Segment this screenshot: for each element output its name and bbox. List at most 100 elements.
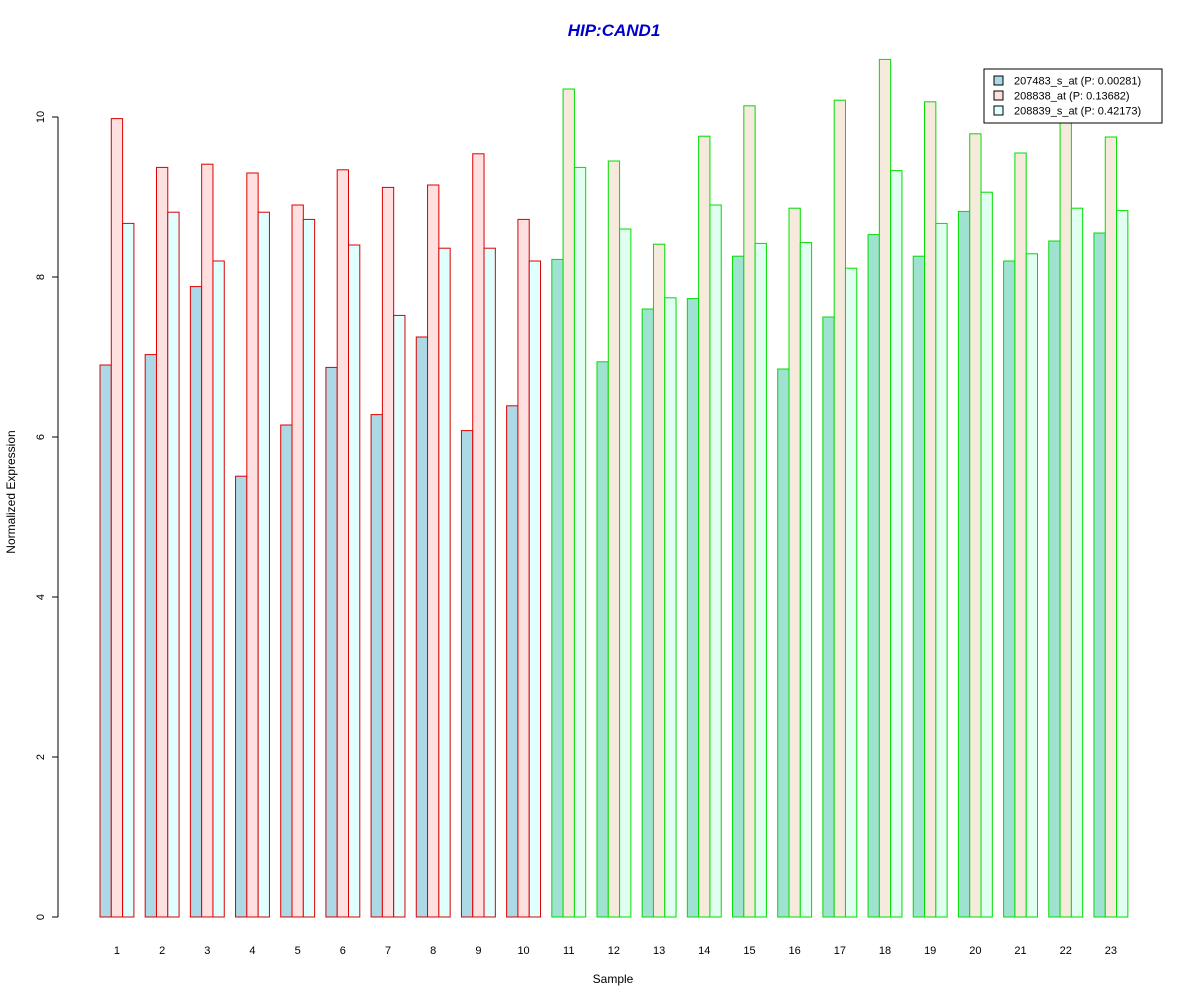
bar-sample-16-series-2 [788,207,801,918]
bar-sample-1-series-2 [110,118,124,918]
bar-sample-7-series-3 [393,314,406,918]
bar-sample-4-series-2 [246,172,259,918]
bar-sample-7-series-1 [370,414,383,918]
legend-swatch [993,90,1004,101]
bar-sample-20-series-3 [980,191,993,918]
x-tick-label: 19 [924,945,936,957]
bar-sample-17-series-3 [844,267,858,918]
bar-sample-20-series-1 [957,210,971,918]
legend-swatch [993,105,1004,116]
bar-sample-6-series-1 [325,366,338,918]
x-tick-label: 9 [475,945,481,957]
bar-sample-6-series-2 [336,169,350,918]
x-axis-label: Sample [593,972,634,986]
bar-sample-22-series-3 [1070,207,1084,918]
y-tick-label: 0 [35,914,47,920]
x-tick-label: 17 [834,945,846,957]
x-tick-label: 12 [608,945,620,957]
bar-sample-7-series-2 [381,186,395,918]
bar-sample-22-series-1 [1048,240,1061,918]
bar-sample-22-series-2 [1059,116,1072,918]
legend-entry: 207483_s_at (P: 0.00281) [1014,76,1141,88]
bar-sample-10-series-3 [528,260,542,918]
x-tick-label: 6 [340,945,346,957]
bar-sample-16-series-1 [777,368,790,918]
bar-sample-13-series-3 [664,297,677,918]
bars-group [99,58,1129,918]
bar-sample-23-series-1 [1093,232,1106,918]
bar-sample-9-series-1 [460,430,474,918]
bar-sample-5-series-1 [280,424,293,918]
x-tick-label: 10 [517,945,529,957]
bar-sample-21-series-2 [1014,152,1027,918]
bar-sample-17-series-2 [833,99,846,918]
bar-sample-12-series-2 [607,160,621,918]
bar-sample-13-series-2 [652,243,666,918]
bar-sample-8-series-3 [438,247,451,918]
bar-sample-9-series-3 [483,247,496,918]
y-tick-label: 6 [35,434,47,440]
legend-entry: 208839_s_at (P: 0.42173) [1014,106,1141,118]
bar-sample-23-series-3 [1116,210,1129,918]
bar-sample-21-series-1 [1003,260,1016,918]
x-tick-label: 14 [698,945,710,957]
bar-sample-20-series-2 [969,133,982,918]
x-tick-label: 8 [430,945,436,957]
bar-sample-19-series-2 [924,101,937,918]
bar-sample-12-series-1 [596,361,609,918]
y-tick-label: 2 [35,754,47,760]
bar-sample-15-series-1 [732,255,745,918]
x-tick-label: 7 [385,945,391,957]
x-tick-labels: 1 2 3 4 5 6 7 8 9 10 11 12 13 14 15 16 17 18 19 20 21 22 23 [114,945,1117,957]
bar-sample-14-series-1 [686,298,700,918]
bar-sample-6-series-3 [348,244,361,918]
x-tick-label: 22 [1060,945,1072,957]
bar-sample-8-series-2 [427,184,440,918]
bar-sample-8-series-1 [415,336,429,918]
legend-box [983,68,1163,124]
bar-sample-15-series-3 [754,242,767,918]
y-axis: 0 2 4 6 8 10 [35,111,59,920]
bar-sample-5-series-2 [291,204,304,918]
bar-sample-11-series-3 [573,166,587,918]
bar-sample-19-series-1 [912,255,926,918]
x-tick-label: 2 [159,945,165,957]
bar-sample-3-series-2 [201,163,214,918]
x-tick-label: 15 [743,945,755,957]
x-tick-label: 5 [295,945,301,957]
y-axis-label: Normalized Expression [4,430,18,553]
x-tick-label: 18 [879,945,891,957]
bar-sample-19-series-3 [935,222,948,918]
bar-sample-3-series-1 [189,286,203,918]
bar-sample-1-series-3 [122,222,135,918]
x-tick-label: 11 [563,945,574,957]
bar-sample-4-series-3 [257,211,270,918]
x-tick-label: 23 [1105,945,1117,957]
x-tick-label: 13 [653,945,665,957]
bar-sample-11-series-2 [562,88,575,918]
bar-sample-2-series-1 [144,354,157,918]
bar-sample-5-series-3 [302,218,316,918]
bar-sample-10-series-1 [506,405,519,918]
bar-sample-11-series-1 [551,258,564,918]
bar-sample-21-series-3 [1025,253,1038,918]
legend-swatch [993,75,1004,86]
y-tick-label: 4 [35,594,47,600]
x-tick-label: 1 [114,945,120,957]
x-tick-label: 4 [249,945,255,957]
bar-sample-2-series-3 [167,211,180,918]
bar-sample-2-series-2 [155,166,169,918]
bar-sample-1-series-1 [99,364,112,918]
bar-sample-14-series-3 [709,204,722,918]
bar-sample-4-series-1 [235,475,248,918]
bar-sample-16-series-3 [799,242,813,918]
bar-sample-10-series-2 [517,218,530,918]
bar-sample-18-series-2 [878,58,892,918]
legend: 207483_s_at (P: 0.00281) 208838_at (P: 0.… [983,68,1163,124]
bar-sample-15-series-2 [743,105,756,918]
chart-title: HIP:CAND1 [568,21,661,40]
bar-sample-17-series-1 [822,316,835,918]
bar-sample-14-series-2 [698,135,711,918]
bar-sample-18-series-3 [890,170,903,918]
